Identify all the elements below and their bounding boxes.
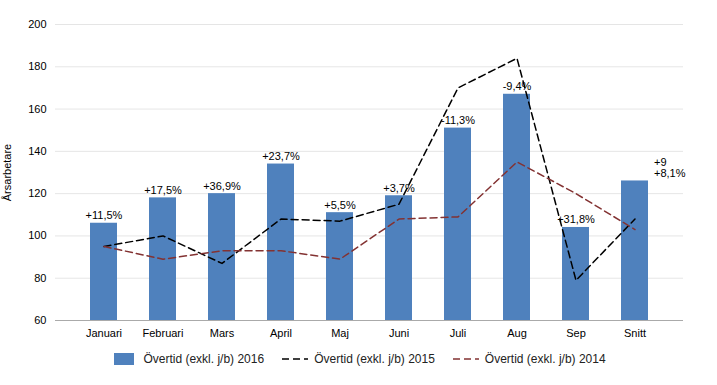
- svg-text:+11,5%: +11,5%: [86, 209, 123, 221]
- svg-text:180: 180: [28, 60, 46, 72]
- svg-text:Maj: Maj: [331, 327, 349, 339]
- svg-text:+23,7%: +23,7%: [262, 150, 300, 162]
- svg-text:-9,4%: -9,4%: [503, 80, 532, 92]
- svg-text:Juli: Juli: [450, 327, 467, 339]
- svg-text:+17,5%: +17,5%: [144, 184, 182, 196]
- svg-text:Årsarbetare: Årsarbetare: [1, 144, 13, 201]
- svg-text:140: 140: [28, 145, 46, 157]
- svg-text:April: April: [270, 327, 292, 339]
- svg-text:+5,5%: +5,5%: [324, 199, 356, 211]
- svg-text:+36,9%: +36,9%: [203, 180, 241, 192]
- svg-text:Aug: Aug: [507, 327, 527, 339]
- html-text:Övertid (exkl. j/b) 2016: Övertid (exkl. j/b) 2016: [143, 352, 265, 366]
- svg-text:80: 80: [34, 272, 46, 284]
- svg-text:Snitt: Snitt: [624, 327, 646, 339]
- html-text:Övertid (exkl. j/b) 2015: Övertid (exkl. j/b) 2015: [314, 352, 435, 366]
- svg-text:Januari: Januari: [86, 327, 122, 339]
- svg-text:60: 60: [34, 314, 46, 326]
- html-text:Övertid (exkl. j/b) 2014: Övertid (exkl. j/b) 2014: [484, 352, 606, 366]
- svg-text:-11,3%: -11,3%: [441, 114, 475, 126]
- svg-text:120: 120: [28, 187, 46, 199]
- svg-text:Mars: Mars: [210, 327, 235, 339]
- svg-text:+3,7%: +3,7%: [383, 182, 415, 194]
- svg-text:+31,8%: +31,8%: [557, 213, 595, 225]
- svg-text:Februari: Februari: [143, 327, 184, 339]
- svg-text:200: 200: [28, 18, 46, 30]
- svg-text:Juni: Juni: [389, 327, 409, 339]
- svg-text:160: 160: [28, 103, 46, 115]
- svg-text:Sep: Sep: [566, 327, 586, 339]
- svg-text:100: 100: [28, 229, 46, 241]
- svg-text:+9+8,1%: +9+8,1%: [654, 156, 686, 179]
